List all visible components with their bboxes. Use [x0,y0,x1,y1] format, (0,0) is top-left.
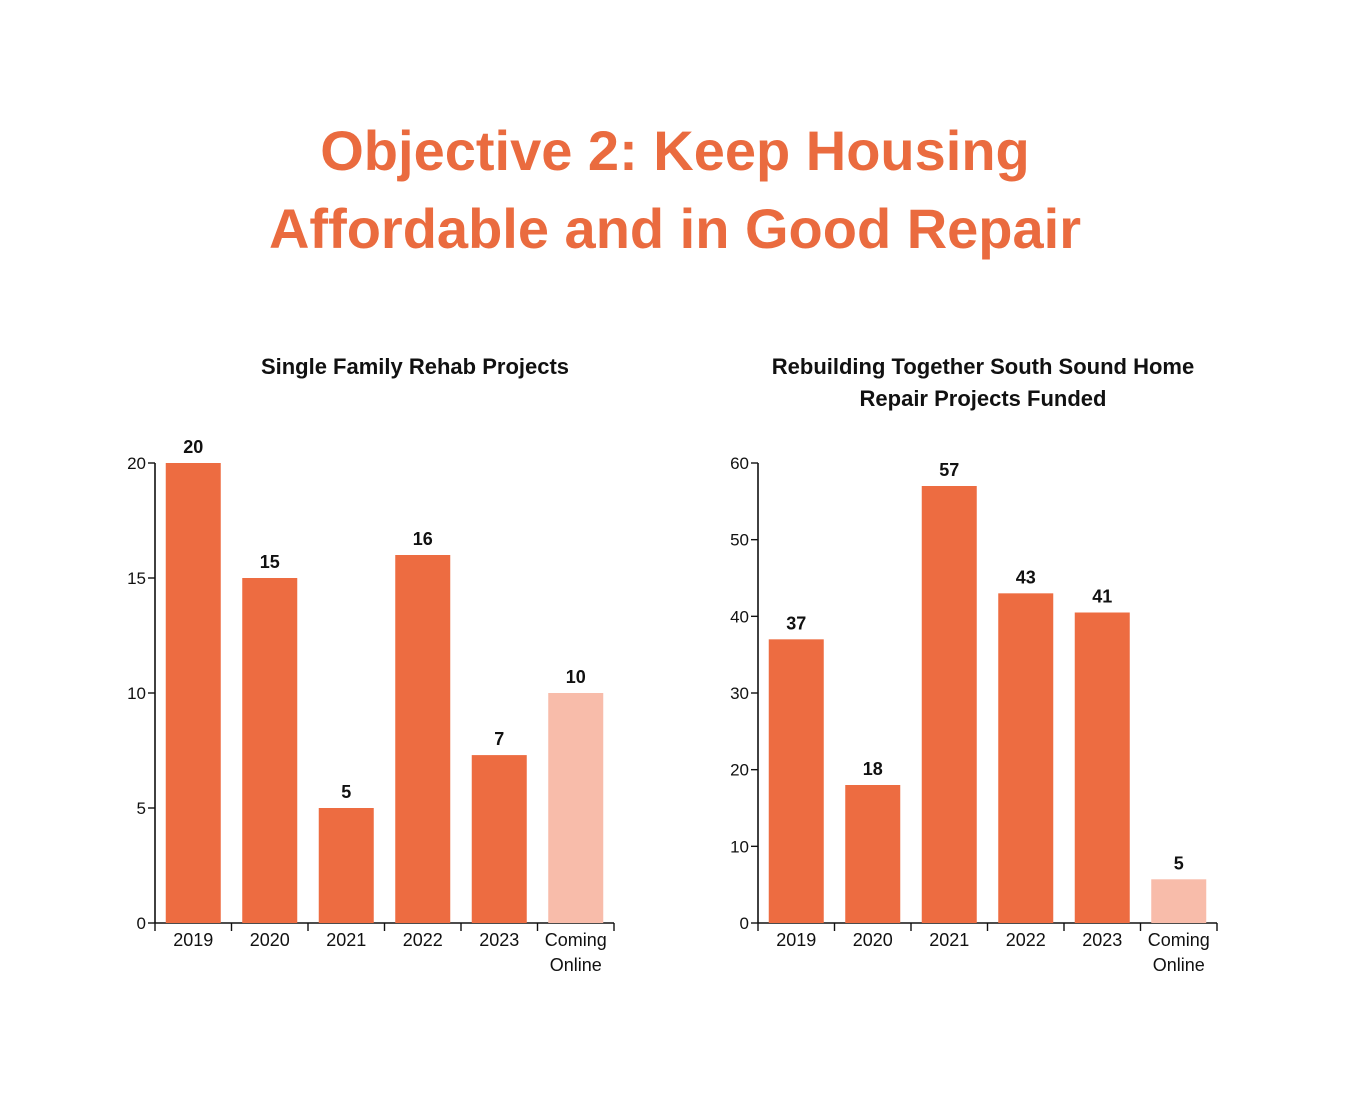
chart2-x-tick-label: 2019 [776,930,816,950]
chart2-x-tick-label: 2020 [853,930,893,950]
chart2-bar-coming-online [1151,879,1207,923]
chart1-x-tick-label: 2020 [250,930,290,950]
chart1-y-tick-label: 5 [137,799,146,818]
chart-title-line-2: Repair Projects Funded [859,386,1107,411]
chart1-y-tick-label: 10 [127,684,146,703]
chart1-x-tick-label: 2019 [173,930,213,950]
chart2-bar-2022 [998,593,1054,923]
chart1-x-tick-label: 2022 [403,930,443,950]
chart1-data-label: 15 [260,552,280,572]
chart2-y-tick-label: 30 [730,684,749,703]
chart2-data-label: 43 [1016,567,1036,587]
chart2-data-label: 5 [1174,853,1184,873]
chart1-y-tick-label: 15 [127,569,146,588]
chart1-bar-2019 [165,463,221,923]
chart1-data-label: 7 [494,729,504,749]
chart1-data-label: 20 [183,437,203,457]
chart2-bar-2019 [768,639,824,923]
chart-title-single-family: Single Family Rehab Projects [260,354,570,379]
chart1-bar-2020 [242,578,298,923]
chart-title-line-1: Rebuilding Together South Sound Home [771,354,1195,379]
chart2-bar-2023 [1074,612,1130,923]
chart2-y-tick-label: 20 [730,761,749,780]
chart1-bar-2021 [318,808,374,923]
chart1-x-tick-label: Coming Online [545,930,607,975]
page-title: Objective 2: Keep Housing Affordable and… [0,112,1350,268]
chart2-data-label: 41 [1092,587,1112,607]
chart1-bar-coming-online [548,693,604,923]
chart2-data-label: 57 [939,460,959,480]
chart2-x-tick-label: 2021 [929,930,969,950]
chart2-y-tick-label: 0 [740,914,749,933]
chart1-x-tick-label: 2023 [479,930,519,950]
chart1-y-tick-label: 0 [137,914,146,933]
chart1-data-label: 10 [566,667,586,687]
chart1-y-tick-label: 20 [127,454,146,473]
chart2-data-label: 37 [786,613,806,633]
chart2-y-tick-label: 40 [730,607,749,626]
chart2-x-tick-label-line: Online [1153,955,1205,975]
chart1-x-tick-label: 2021 [326,930,366,950]
chart1-data-label: 5 [341,782,351,802]
chart1-bar-2023 [471,755,527,923]
chart2-bar-2020 [845,785,901,923]
chart2-bar-2021 [921,486,977,923]
page-title-line-2: Affordable and in Good Repair [268,197,1082,260]
chart2-y-tick-label: 60 [730,454,749,473]
page-title-line-1: Objective 2: Keep Housing [320,119,1030,182]
chart2-x-tick-label-line: Coming [1148,930,1210,950]
chart2-y-tick-label: 50 [730,531,749,550]
chart2-x-tick-label: Coming Online [1148,930,1210,975]
chart1-bar-2022 [395,555,451,923]
chart2-x-tick-label: 2022 [1006,930,1046,950]
chart1-x-tick-label-line: Coming [545,930,607,950]
chart-title-rebuilding-together: Rebuilding Together South Sound Home Rep… [740,351,1226,415]
chart2-x-tick-label: 2023 [1082,930,1122,950]
chart2-y-tick-label: 10 [730,837,749,856]
chart1-data-label: 16 [413,529,433,549]
chart1-x-tick-label-line: Online [550,955,602,975]
chart2-data-label: 18 [863,759,883,779]
